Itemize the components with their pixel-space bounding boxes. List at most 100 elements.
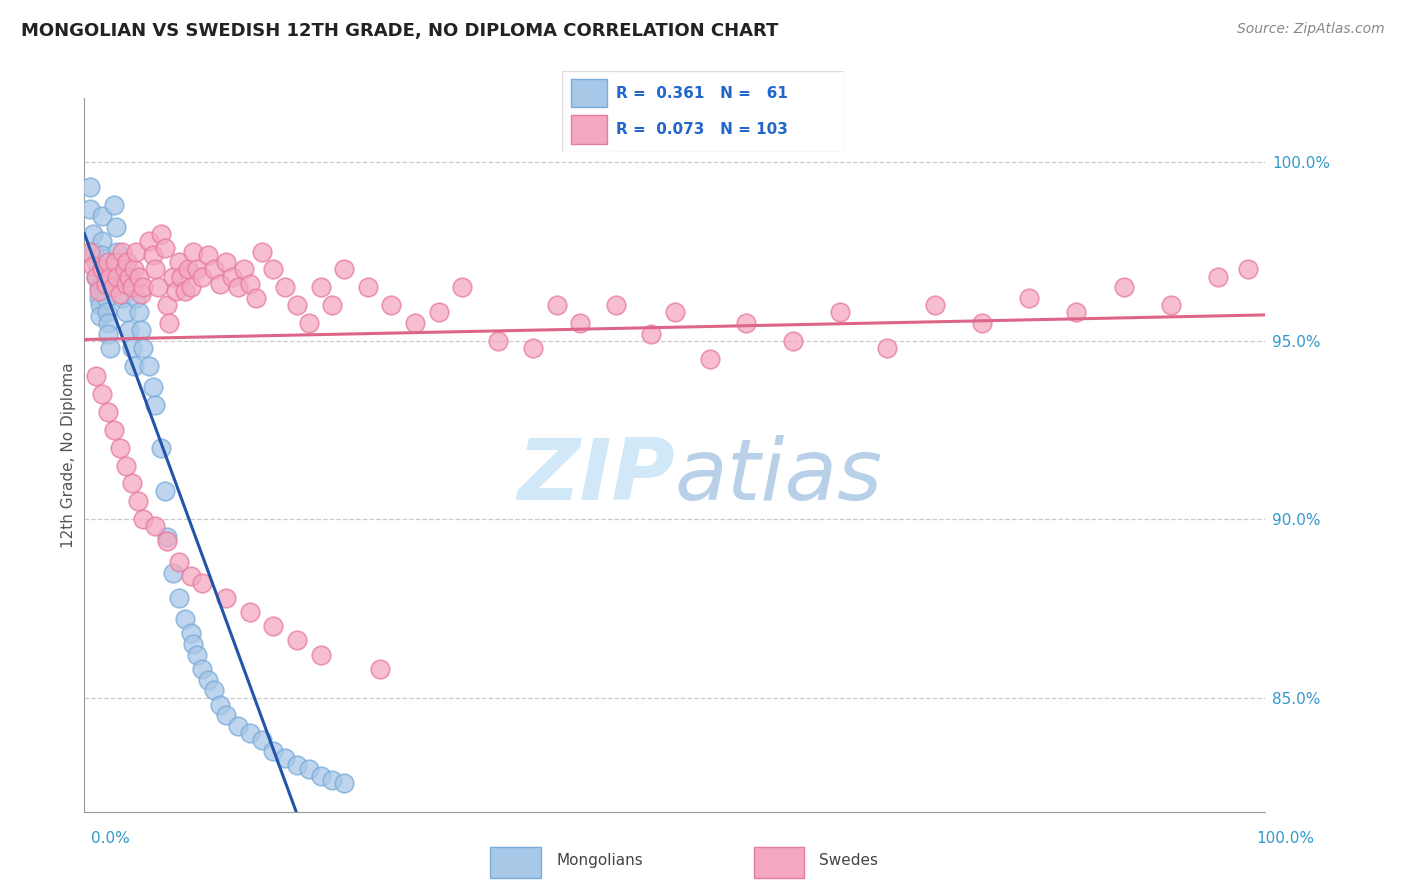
Point (186, 648, 208, 662)
Point (215, 591, 238, 605)
Text: 100.0%: 100.0% (1257, 831, 1315, 846)
Point (125, 291, 148, 305)
Point (84, 269, 107, 284)
Bar (571, 78, 607, 108)
Point (640, 326, 662, 341)
Point (191, 662, 214, 676)
Point (232, 262, 254, 277)
Point (98, 269, 121, 284)
Point (486, 334, 509, 348)
Point (970, 316, 993, 330)
Point (170, 269, 193, 284)
Bar (571, 115, 607, 144)
Point (84, 269, 107, 284)
Point (122, 262, 145, 277)
Point (125, 244, 148, 259)
Point (143, 262, 166, 277)
Point (91, 234, 114, 248)
Point (1112, 280, 1135, 294)
Point (830, 305, 852, 319)
Point (451, 280, 474, 294)
Point (285, 633, 308, 648)
Point (180, 626, 202, 640)
Point (298, 316, 321, 330)
Point (380, 298, 402, 312)
Point (84, 369, 107, 384)
Point (97, 316, 120, 330)
Point (89, 309, 111, 323)
Y-axis label: 12th Grade, No Diploma: 12th Grade, No Diploma (60, 362, 76, 548)
Text: R =  0.361   N =   61: R = 0.361 N = 61 (616, 86, 787, 101)
Point (108, 441, 131, 455)
Point (87, 280, 110, 294)
Point (156, 298, 179, 312)
Point (699, 351, 721, 366)
Point (321, 298, 343, 312)
Point (215, 708, 238, 723)
Point (87, 284, 110, 298)
Point (97, 405, 120, 419)
Point (209, 277, 232, 291)
Point (153, 483, 176, 498)
Point (111, 244, 134, 259)
Point (197, 673, 219, 687)
Point (118, 323, 141, 337)
Point (569, 316, 592, 330)
Point (197, 248, 219, 262)
Point (108, 287, 131, 301)
Point (167, 255, 190, 269)
Point (180, 280, 202, 294)
Point (173, 284, 195, 298)
Point (546, 298, 568, 312)
Point (262, 619, 284, 633)
Point (83, 244, 105, 259)
Point (157, 316, 180, 330)
Point (181, 637, 204, 651)
Point (245, 291, 267, 305)
Point (114, 262, 136, 277)
Point (522, 341, 544, 355)
Point (1236, 262, 1258, 277)
Point (177, 262, 200, 277)
Text: atias: atias (675, 434, 883, 518)
Point (82, 227, 104, 241)
Point (91, 262, 114, 277)
Point (734, 316, 756, 330)
Point (143, 398, 166, 412)
Point (91, 262, 114, 277)
Point (162, 269, 184, 284)
Point (84, 255, 107, 269)
Point (262, 744, 284, 758)
Bar (754, 847, 804, 878)
Point (121, 280, 143, 294)
Point (156, 530, 179, 544)
Point (118, 269, 141, 284)
Point (138, 234, 160, 248)
Point (97, 326, 120, 341)
Point (309, 648, 332, 662)
Point (114, 305, 136, 319)
Point (368, 662, 391, 676)
Point (167, 555, 190, 569)
Point (782, 334, 804, 348)
Point (114, 277, 136, 291)
Point (321, 772, 343, 787)
Point (1206, 269, 1229, 284)
Point (239, 726, 262, 740)
Point (146, 280, 169, 294)
Point (89, 298, 111, 312)
Point (274, 280, 297, 294)
Point (1066, 305, 1088, 319)
Point (285, 758, 308, 772)
Point (91, 248, 114, 262)
Point (191, 269, 214, 284)
Point (127, 494, 149, 508)
Point (101, 280, 124, 294)
FancyBboxPatch shape (562, 71, 844, 152)
Point (166, 284, 188, 298)
Point (209, 698, 232, 712)
Point (128, 305, 150, 319)
Point (87, 291, 110, 305)
Point (115, 255, 138, 269)
Point (153, 241, 176, 255)
